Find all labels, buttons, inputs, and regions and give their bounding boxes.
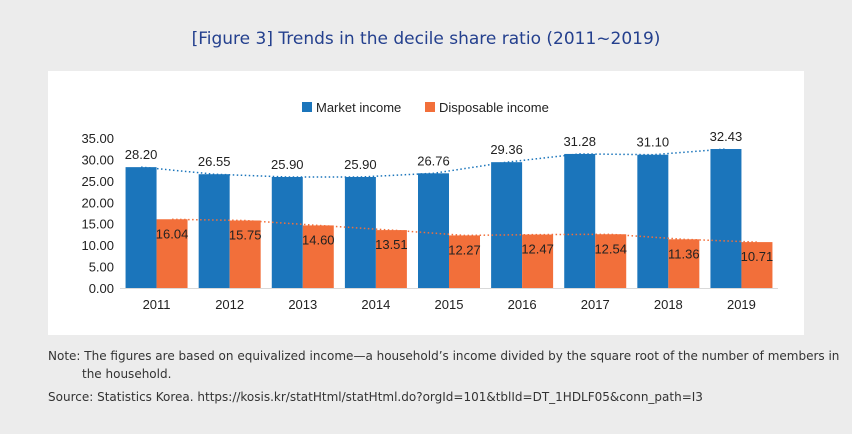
source-text: Source: Statistics Korea. https://kosis.… [48, 390, 703, 404]
y-tick-label: 5.00 [89, 260, 114, 275]
data-label-disposable-income: 15.75 [229, 228, 262, 243]
bar-market-income [125, 167, 157, 288]
data-label-market-income: 31.28 [563, 134, 596, 149]
x-tick-label: 2012 [215, 297, 244, 312]
bar-market-income [344, 177, 376, 288]
chart-panel: 0.00 5.00 10.00 15.00 20.00 25.00 30.00 35.00 20… [48, 71, 804, 335]
bar-market-income [491, 162, 523, 288]
y-tick-label: 15.00 [81, 217, 114, 232]
data-label-disposable-income: 11.36 [668, 246, 700, 261]
data-label-disposable-income: 13.51 [375, 237, 408, 252]
x-tick-label: 2017 [581, 297, 610, 312]
note-text: Note: The figures are based on equivaliz… [48, 349, 840, 363]
x-tick-label: 2014 [361, 297, 390, 312]
x-tick-label: 2011 [143, 297, 171, 312]
data-label-disposable-income: 10.71 [741, 249, 774, 264]
data-label-disposable-income: 16.04 [156, 226, 189, 241]
bar-market-income [271, 177, 303, 288]
bar-market-income [564, 153, 596, 288]
bar-disposable-income [449, 235, 480, 288]
bar-market-income [637, 154, 669, 288]
y-tick-label: 30.00 [81, 152, 114, 167]
data-label-market-income: 25.90 [271, 157, 304, 172]
bar-market-income [198, 174, 230, 288]
trendline-disposable-income [172, 218, 757, 243]
bar-disposable-income [156, 219, 188, 288]
bar-disposable-income [229, 220, 261, 288]
data-label-market-income: 29.36 [490, 142, 523, 157]
x-tick-label: 2016 [508, 297, 537, 312]
y-tick-label: 35.00 [81, 131, 114, 146]
bar-disposable-income [595, 234, 627, 288]
data-label-market-income: 25.90 [344, 157, 377, 172]
chart-svg: 0.00 5.00 10.00 15.00 20.00 25.00 30.00 35.00 20… [81, 100, 778, 312]
bar-market-income [710, 149, 742, 288]
note-text-continued: the household. [82, 367, 172, 381]
data-label-disposable-income: 12.27 [448, 242, 481, 257]
y-tick-label: 20.00 [81, 195, 114, 210]
data-label-disposable-income: 12.47 [521, 242, 554, 257]
bar-disposable-income [302, 225, 334, 288]
legend-swatch [302, 102, 312, 112]
y-tick-label: 25.00 [81, 174, 114, 189]
legend-swatch [425, 102, 435, 112]
bar-disposable-income [741, 242, 773, 288]
bar-disposable-income [522, 234, 554, 288]
legend-label: Disposable income [439, 100, 549, 115]
data-label-market-income: 28.20 [125, 147, 158, 162]
data-label-market-income: 26.76 [417, 153, 450, 168]
y-tick-label: 0.00 [89, 281, 114, 296]
data-label-disposable-income: 12.54 [594, 241, 627, 256]
x-tick-label: 2018 [654, 297, 683, 312]
x-tick-label: 2019 [727, 297, 756, 312]
data-label-market-income: 31.10 [637, 135, 670, 150]
trendline-market-income [141, 148, 726, 178]
figure-title: [Figure 3] Trends in the decile share ra… [191, 29, 661, 49]
x-tick-label: 2013 [288, 297, 317, 312]
data-label-disposable-income: 14.60 [302, 232, 335, 247]
data-label-market-income: 26.55 [198, 154, 231, 169]
data-label-market-income: 32.43 [710, 129, 743, 144]
bar-market-income [418, 173, 449, 288]
x-tick-label: 2015 [435, 297, 464, 312]
bar-disposable-income [668, 239, 700, 288]
y-tick-label: 10.00 [81, 238, 114, 253]
legend-label: Market income [316, 100, 401, 115]
bar-disposable-income [375, 230, 407, 288]
